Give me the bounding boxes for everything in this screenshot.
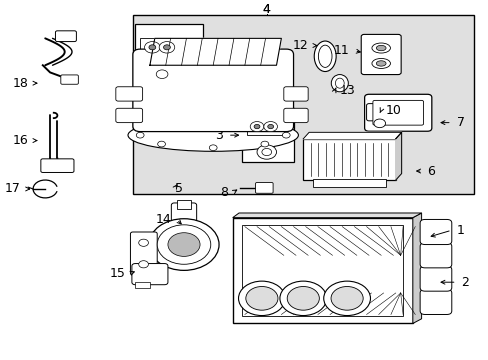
Text: 2: 2 [461,276,468,289]
Text: 13: 13 [339,84,355,97]
Text: 18: 18 [12,77,28,90]
FancyBboxPatch shape [372,100,423,125]
Bar [135,24,203,87]
Circle shape [267,125,273,129]
Text: 15: 15 [109,267,125,280]
Circle shape [330,287,363,310]
Polygon shape [150,39,281,65]
Circle shape [250,122,264,132]
Bar [135,282,150,288]
Bar [133,15,473,194]
Circle shape [261,141,268,147]
Circle shape [144,41,160,53]
Circle shape [156,70,167,78]
Circle shape [264,122,277,132]
Ellipse shape [376,61,385,66]
Polygon shape [395,132,401,180]
FancyBboxPatch shape [283,108,307,123]
Text: 6: 6 [427,165,434,177]
Text: 1: 1 [456,224,464,237]
Bar [232,218,412,323]
FancyBboxPatch shape [41,159,74,172]
Ellipse shape [330,75,347,92]
Circle shape [209,145,217,150]
Circle shape [167,233,200,256]
FancyBboxPatch shape [283,87,307,101]
Circle shape [163,45,170,50]
Circle shape [139,239,148,246]
Text: 10: 10 [385,104,401,117]
FancyBboxPatch shape [419,243,451,268]
Ellipse shape [371,58,389,68]
Circle shape [254,125,260,129]
FancyBboxPatch shape [116,108,142,123]
FancyBboxPatch shape [61,75,78,84]
Text: 12: 12 [292,39,307,52]
FancyBboxPatch shape [419,289,451,315]
Ellipse shape [376,45,385,51]
FancyBboxPatch shape [366,104,392,121]
Polygon shape [412,213,421,323]
FancyBboxPatch shape [55,31,76,41]
FancyBboxPatch shape [361,35,400,75]
FancyBboxPatch shape [116,87,142,101]
Circle shape [209,120,217,126]
Circle shape [157,123,165,129]
Bar [247,118,283,135]
Bar [303,139,395,180]
FancyBboxPatch shape [132,264,167,285]
Polygon shape [303,132,401,139]
Text: 14: 14 [156,213,171,226]
Ellipse shape [128,119,298,151]
Circle shape [159,41,174,53]
Circle shape [261,123,268,129]
Ellipse shape [371,43,389,53]
Circle shape [286,287,319,310]
FancyBboxPatch shape [419,266,451,291]
Text: 4: 4 [262,3,270,16]
Circle shape [157,141,165,147]
Circle shape [373,119,385,128]
Text: 8: 8 [220,186,227,199]
Text: 17: 17 [5,183,21,195]
Bar [140,39,179,56]
Circle shape [149,45,156,50]
Circle shape [279,281,326,316]
FancyBboxPatch shape [255,183,272,193]
Bar [242,108,293,162]
Circle shape [245,287,277,310]
Polygon shape [232,213,421,218]
FancyBboxPatch shape [171,203,196,232]
Circle shape [257,145,276,159]
Ellipse shape [318,45,331,67]
Circle shape [136,132,144,138]
Ellipse shape [314,41,335,72]
Bar [312,179,385,187]
Text: 7: 7 [456,116,464,129]
Circle shape [282,132,289,138]
Text: 3: 3 [215,129,223,142]
Circle shape [139,261,148,268]
Circle shape [238,281,285,316]
Text: 4: 4 [262,3,270,16]
FancyBboxPatch shape [419,220,451,244]
FancyBboxPatch shape [130,232,157,275]
Bar [242,225,402,316]
Circle shape [262,148,271,156]
Ellipse shape [335,78,344,88]
FancyBboxPatch shape [133,49,293,132]
Text: 16: 16 [12,134,28,147]
Bar [176,200,191,209]
FancyBboxPatch shape [364,94,431,131]
Text: 11: 11 [333,44,349,57]
Circle shape [157,225,210,264]
Text: 9: 9 [208,50,216,63]
Circle shape [323,281,370,316]
Circle shape [149,219,219,270]
Circle shape [151,66,172,82]
Text: 5: 5 [175,183,183,195]
